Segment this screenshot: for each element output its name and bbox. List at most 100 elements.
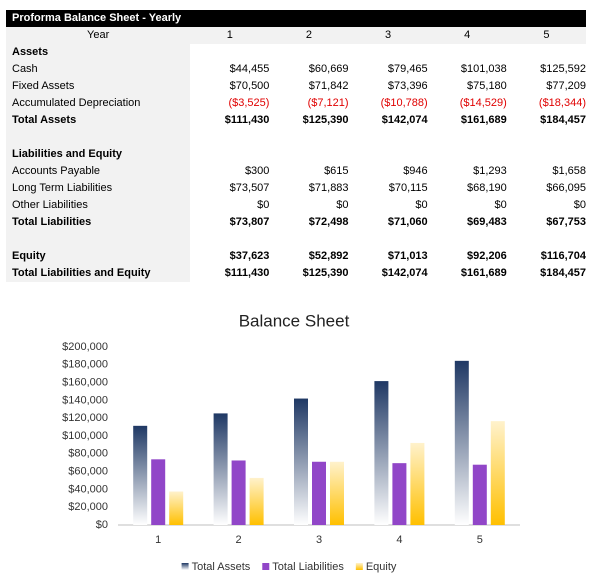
value-cell: $69,483: [467, 216, 507, 228]
value-cell: $111,430: [224, 267, 270, 279]
row-label: Fixed Assets: [6, 78, 191, 95]
bar: [249, 477, 264, 525]
table-title: Proforma Balance Sheet - Yearly: [6, 10, 586, 27]
header-cell: 3: [348, 27, 428, 44]
value-cell: $70,500: [229, 80, 270, 92]
value-cell: $77,209: [546, 80, 586, 92]
bar: [151, 459, 166, 525]
spacer-row: [6, 231, 586, 248]
empty-cell: [190, 146, 586, 163]
value-cell: $0: [415, 199, 428, 211]
value-cell: $75,180: [467, 80, 507, 92]
legend-label: Total Liabilities: [272, 561, 344, 573]
table-row: Equity $37,623 $52,892 $71,013 $92,206 $116,7…: [6, 248, 586, 265]
value-cell: $111,430: [224, 114, 270, 126]
row-label: Liabilities and Equity: [6, 146, 191, 163]
title-row: Proforma Balance Sheet - Yearly: [6, 10, 586, 27]
value-cell: $946: [403, 165, 428, 177]
y-tick-label: $40,000: [68, 483, 108, 495]
header-cell: 5: [506, 27, 586, 44]
row-label: Total Liabilities: [6, 214, 191, 231]
value-cell: ($3,525): [228, 97, 270, 109]
header-row: Year 1 2 3 4 5: [6, 27, 586, 44]
table-row: Liabilities and Equity: [6, 146, 586, 163]
value-cell: $1,293: [473, 165, 507, 177]
table-row: Total Assets $111,430 $125,390 $142,074 $161…: [6, 112, 586, 129]
value-cell: $52,892: [308, 250, 349, 262]
header-cell: 2: [269, 27, 349, 44]
value-cell: $125,390: [302, 114, 349, 126]
x-tick-label: 1: [155, 534, 161, 546]
table-row: Fixed Assets $70,500 $71,842 $73,396 $75,180…: [6, 78, 586, 95]
x-tick-label: 2: [236, 534, 242, 546]
table-row: Total Liabilities $73,807 $72,498 $71,060 $6…: [6, 214, 586, 231]
value-cell: $184,457: [540, 267, 586, 279]
value-cell: $60,669: [308, 63, 349, 75]
spacer-row: [6, 129, 586, 146]
value-cell: $71,060: [387, 216, 428, 228]
legend: Total Assets Total Liabilities Equity: [181, 561, 397, 573]
row-label: Assets: [6, 44, 191, 61]
legend-marker: [262, 563, 270, 570]
row-label: Accounts Payable: [6, 163, 191, 180]
row-label: Total Assets: [6, 112, 191, 129]
value-cell: $92,206: [467, 250, 507, 262]
legend-marker: [355, 563, 363, 570]
value-cell: $125,390: [302, 267, 349, 279]
value-cell: $0: [257, 199, 270, 211]
value-cell: $44,455: [229, 63, 270, 75]
y-tick-label: $120,000: [62, 412, 108, 424]
table-row: Other Liabilities $0 $0 $0 $0 $0: [6, 197, 586, 214]
bar: [472, 464, 487, 525]
value-cell: $101,038: [460, 63, 507, 75]
chart-title: Balance Sheet: [239, 311, 350, 330]
value-cell: $71,842: [308, 80, 349, 92]
y-tick-label: $100,000: [62, 430, 108, 442]
table-row: Cash $44,455 $60,669 $79,465 $101,038 $125,59…: [6, 61, 586, 78]
spacer-cell: [190, 129, 586, 146]
value-cell: $66,095: [546, 182, 586, 194]
value-cell: $0: [494, 199, 507, 211]
bar: [374, 381, 389, 525]
y-tick-label: $0: [96, 519, 108, 531]
value-cell: $184,457: [540, 114, 586, 126]
row-label: Other Liabilities: [6, 197, 191, 214]
chart: Balance Sheet $0 $20,000 $40,000 $60,000 $80…: [62, 311, 520, 573]
value-cell: $0: [573, 199, 586, 211]
spacer-cell: [6, 129, 191, 146]
value-cell: ($7,121): [307, 97, 349, 109]
value-cell: $70,115: [388, 182, 428, 194]
row-label: Equity: [6, 248, 191, 265]
table-body: Proforma Balance Sheet - Yearly Year 1 2 3 4…: [6, 10, 586, 282]
value-cell: $68,190: [467, 182, 507, 194]
bar: [454, 360, 469, 525]
value-cell: $300: [244, 165, 270, 177]
legend-label: Equity: [366, 561, 397, 573]
value-cell: $142,074: [381, 114, 428, 126]
bar: [133, 425, 148, 525]
value-cell: $71,013: [387, 250, 428, 262]
x-tick-label: 4: [396, 534, 402, 546]
x-tick-label: 3: [316, 534, 322, 546]
value-cell: $79,465: [387, 63, 428, 75]
y-tick-label: $200,000: [62, 341, 108, 353]
bar: [294, 398, 308, 525]
value-cell: $73,807: [229, 216, 270, 228]
y-tick-label: $160,000: [62, 377, 108, 389]
value-cell: $161,689: [460, 267, 507, 279]
legend-label: Total Assets: [192, 561, 251, 573]
row-label: Cash: [6, 61, 191, 78]
value-cell: $615: [324, 165, 349, 177]
value-cell: $73,507: [229, 182, 270, 194]
table-row: Accounts Payable $300 $615 $946 $1,293 $1,658: [6, 163, 586, 180]
value-cell: ($18,344): [538, 97, 586, 109]
y-tick-label: $80,000: [68, 448, 108, 460]
value-cell: $161,689: [460, 114, 507, 126]
value-cell: $67,753: [546, 216, 586, 228]
y-tick-label: $180,000: [62, 359, 108, 371]
row-label: Accumulated Depreciation: [6, 95, 191, 112]
table-row: Long Term Liabilities $73,507 $71,883 $70,1…: [6, 180, 586, 197]
value-cell: $142,074: [381, 267, 428, 279]
value-cell: $116,704: [540, 250, 586, 262]
header-cell: 1: [190, 27, 270, 44]
